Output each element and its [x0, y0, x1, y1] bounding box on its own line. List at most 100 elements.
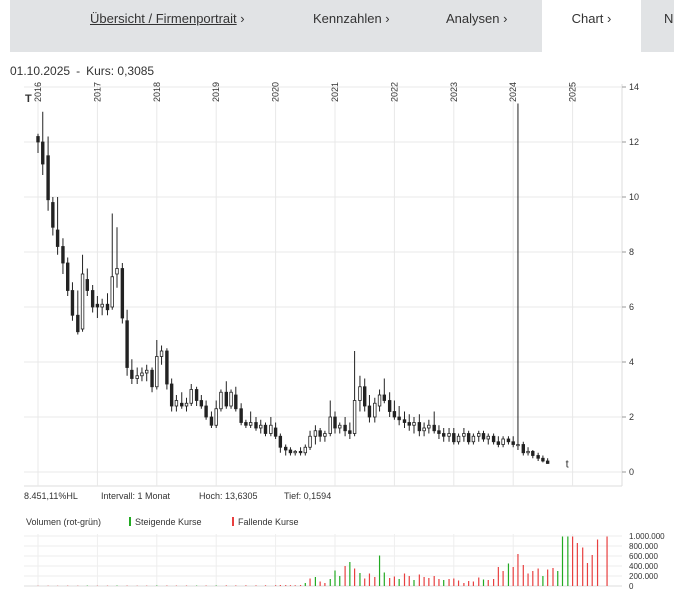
- low-marker: t: [566, 458, 569, 470]
- candle-body: [80, 273, 85, 330]
- rising-swatch: [129, 517, 131, 526]
- y-tick-label: 8: [629, 247, 634, 257]
- candle-body: [263, 424, 268, 434]
- tab-kennzahlen[interactable]: Kennzahlen ›: [313, 0, 390, 52]
- candle-body: [303, 446, 307, 454]
- x-tick-label: 2016: [33, 82, 43, 102]
- tab-overview[interactable]: Übersicht / Firmenportrait ›: [90, 0, 245, 52]
- candle-body: [506, 438, 511, 443]
- volume-y-tick-label: 0: [629, 582, 634, 591]
- candle-body: [471, 435, 476, 443]
- candle-body: [452, 433, 456, 443]
- candle-body: [481, 433, 486, 440]
- chevron-right-icon: ›: [607, 11, 612, 26]
- y-tick-label: 2: [629, 412, 634, 422]
- stat-interval: Intervall: 1 Monat: [101, 491, 171, 501]
- candle-body: [501, 438, 505, 445]
- candle-body: [199, 400, 204, 407]
- x-tick-label: 2022: [389, 82, 399, 102]
- candle-body: [273, 427, 278, 437]
- y-tick-label: 0: [629, 467, 634, 477]
- price-candles: [36, 103, 550, 464]
- x-tick-label: 2023: [449, 82, 459, 102]
- y-tick-label: 10: [629, 192, 639, 202]
- legend-rising-label: Steigende Kurse: [135, 517, 202, 527]
- candle-body: [456, 435, 461, 443]
- tab-analysen-label: Analysen: [446, 11, 500, 26]
- volume-bars: [37, 536, 608, 586]
- candle-body: [377, 394, 382, 407]
- candle-body: [432, 424, 436, 432]
- candle-body: [204, 405, 208, 418]
- tab-analysen[interactable]: Analysen ›: [446, 0, 507, 52]
- y-tick-label: 12: [629, 137, 639, 147]
- tab-kennzahlen-label: Kennzahlen: [313, 11, 382, 26]
- candle-body: [402, 419, 407, 423]
- candle-body: [41, 141, 45, 165]
- candle-body: [397, 416, 401, 421]
- candle-body: [462, 433, 466, 437]
- candle-body: [496, 441, 501, 445]
- candle-body: [239, 408, 243, 423]
- candle-body: [76, 314, 80, 333]
- candle-body: [338, 424, 342, 429]
- x-tick-label: 2025: [568, 82, 578, 102]
- candle-body: [362, 386, 367, 407]
- candle-body: [61, 246, 65, 264]
- candle-body: [46, 155, 50, 201]
- legend-rising: Steigende Kurse: [129, 517, 202, 527]
- candle-body: [328, 416, 332, 434]
- tab-more-label: N: [664, 11, 674, 26]
- volume-y-tick-label: 400.000: [629, 562, 658, 571]
- chevron-right-icon: ›: [503, 11, 508, 26]
- candle-body: [145, 369, 149, 374]
- candle-body: [477, 433, 481, 437]
- candle-body: [417, 422, 422, 432]
- candle-body: [407, 422, 411, 426]
- price-y-axis: 14 12 10 8 6 4 2 0: [622, 82, 639, 477]
- candle-body: [288, 449, 293, 454]
- candle-body: [343, 424, 347, 432]
- candle-body: [55, 229, 60, 247]
- candle-body: [545, 460, 550, 464]
- tab-chart[interactable]: Chart ›: [542, 0, 641, 52]
- y-tick-label: 14: [629, 82, 639, 92]
- chevron-right-icon: ›: [240, 11, 245, 26]
- candle-body: [51, 202, 55, 228]
- candle-body: [90, 290, 95, 308]
- candle-body: [70, 290, 75, 316]
- stat-low: Tief: 0,1594: [284, 491, 332, 501]
- price-chart[interactable]: 2016 2017 2018 2019 2020 2021 2022 2023 2024 2025…: [0, 70, 674, 490]
- candle-body: [130, 369, 134, 379]
- stat-change: 8.451,11%HL: [24, 491, 78, 501]
- candle-body: [412, 422, 416, 426]
- candle-body: [367, 405, 372, 418]
- candle-body: [521, 444, 525, 454]
- candle-body: [333, 416, 337, 429]
- candle-body: [259, 424, 263, 429]
- candle-body: [150, 369, 154, 388]
- chevron-right-icon: ›: [385, 11, 390, 26]
- candle-body: [194, 389, 199, 401]
- tab-chart-label: Chart: [571, 11, 604, 26]
- tab-more[interactable]: N: [664, 0, 673, 52]
- candle-body: [100, 303, 104, 308]
- candle-body: [248, 422, 253, 426]
- candle-body: [125, 320, 129, 368]
- candle-body: [95, 303, 100, 308]
- candle-body: [526, 450, 530, 454]
- candle-body: [447, 433, 451, 437]
- candle-body: [224, 391, 228, 407]
- candle-body: [269, 424, 273, 434]
- candle-body: [318, 430, 322, 437]
- candle-body: [135, 375, 139, 379]
- candle-body: [536, 455, 540, 459]
- volume-legend-title: Volumen (rot-grün): [26, 517, 102, 527]
- candle-body: [392, 411, 397, 418]
- candle-body: [348, 430, 352, 434]
- stat-high: Hoch: 13,6305: [199, 491, 258, 501]
- candle-body: [387, 400, 392, 412]
- candle-body: [437, 430, 441, 434]
- candle-body: [293, 450, 297, 454]
